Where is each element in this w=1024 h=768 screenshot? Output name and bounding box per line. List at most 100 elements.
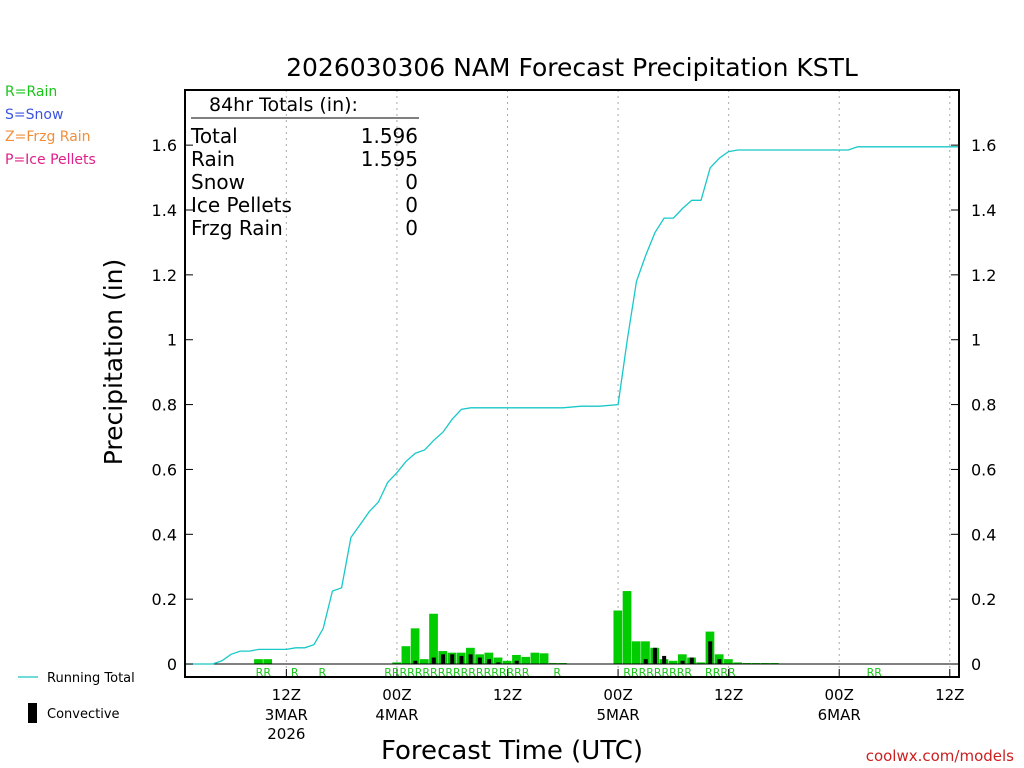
convective-bar-10 — [643, 659, 648, 665]
convective-bar-2 — [441, 654, 445, 665]
precip-bar-34 — [733, 662, 742, 665]
precip-bar-16 — [521, 656, 531, 665]
ytick-label-left-2: 0.4 — [152, 525, 177, 544]
convective-bar-0 — [413, 660, 418, 665]
precip-bar-27 — [668, 660, 678, 665]
ytick-label-right-5: 1 — [971, 331, 981, 350]
ptype-label-3: RRRRRRRRRRRRRRRRRRR — [384, 666, 530, 679]
convective-bar-7 — [487, 659, 492, 665]
ytick-label-left-7: 1.4 — [152, 201, 177, 220]
convective-bar-11 — [652, 647, 657, 665]
ytick-label-left-0: 0 — [167, 655, 177, 674]
convective-bar-9 — [514, 660, 519, 665]
ptype-label-7: RR — [867, 666, 883, 679]
ytick-label-left-6: 1.2 — [152, 266, 177, 285]
convective-bar-14 — [689, 657, 694, 665]
precip-bar-12 — [484, 652, 494, 665]
xtick-date-5: 6MAR — [818, 706, 861, 724]
precip-bar-13 — [493, 657, 503, 665]
precip-bar-15 — [512, 654, 521, 665]
running-total-line — [185, 146, 959, 665]
xtick-date-0: 3MAR — [265, 706, 308, 724]
precip-bar-3 — [401, 646, 411, 665]
ytick-label-right-8: 1.6 — [971, 136, 996, 155]
precip-bar-24 — [641, 641, 650, 665]
legend-running-total: Running Total — [47, 671, 135, 686]
ptype-label-1: R — [291, 666, 299, 679]
convective-bar-8 — [496, 662, 501, 665]
totals-value-snow: 0 — [405, 170, 418, 194]
totals-label-snow: Snow — [191, 170, 245, 194]
convective-bar-16 — [717, 659, 722, 665]
ptype-label-4: R — [553, 666, 561, 679]
precip-bar-6 — [429, 613, 438, 665]
totals-value-ice-pellets: 0 — [405, 193, 418, 217]
xtick-label-1: 00Z — [382, 686, 411, 704]
ytick-label-left-3: 0.6 — [152, 460, 177, 479]
ytick-label-left-8: 1.6 — [152, 136, 177, 155]
ytick-label-right-4: 0.8 — [971, 396, 996, 415]
ptype-label-5: RRRRRRRRR — [623, 666, 692, 679]
totals-label-ice-pellets: Ice Pellets — [191, 193, 292, 217]
x-axis-label: Forecast Time (UTC) — [381, 736, 643, 766]
convective-bars — [413, 641, 722, 665]
precip-bar-30 — [696, 662, 706, 665]
ytick-label-left-1: 0.2 — [152, 590, 177, 609]
xtick-label-0: 12Z — [272, 686, 301, 704]
precip-bar-28 — [677, 654, 687, 665]
precip-bar-2 — [392, 662, 402, 665]
totals-value-rain: 1.595 — [361, 147, 418, 171]
convective-bar-15 — [708, 641, 713, 665]
series-legend: Running Total Convective — [18, 671, 135, 723]
totals-label-total: Total — [190, 124, 238, 148]
precip-bar-17 — [530, 652, 540, 665]
xtick-label-6: 12Z — [935, 686, 964, 704]
totals-label-frzg-rain: Frzg Rain — [191, 216, 283, 240]
totals-value-total: 1.596 — [361, 124, 418, 148]
legend-frzg-rain: Z=Frzg Rain — [5, 129, 91, 145]
ytick-label-right-0: 0 — [971, 655, 981, 674]
convective-bar-4 — [459, 655, 464, 665]
totals-value-frzg-rain: 0 — [405, 216, 418, 240]
precip-bar-4 — [410, 628, 420, 665]
ytick-label-left-5: 1 — [167, 331, 177, 350]
credit-text: coolwx.com/models — [866, 747, 1014, 765]
legend-rain: R=Rain — [5, 84, 57, 100]
convective-bar-13 — [680, 660, 685, 665]
ptype-label-0: RR — [256, 666, 272, 679]
xtick-label-3: 00Z — [603, 686, 632, 704]
precip-type-labels: RR R R RRRRRRRRRRRRRRRRRRR R RRRRRRRRR RRRR RR — [256, 666, 883, 679]
ytick-label-right-3: 0.6 — [971, 460, 996, 479]
totals-box: 84hr Totals (in): Total 1.596 Rain 1.595… — [190, 94, 419, 240]
xtick-date-3: 5MAR — [596, 706, 639, 724]
ytick-label-left-4: 0.8 — [152, 396, 177, 415]
xtick-label-4: 12Z — [714, 686, 743, 704]
convective-bar-1 — [431, 657, 436, 665]
precip-bar-23 — [631, 641, 641, 665]
precip-bars — [254, 591, 779, 665]
convective-bar-12 — [662, 655, 667, 665]
vertical-gridlines — [285, 90, 951, 677]
precip-bar-33 — [724, 659, 733, 665]
y-axis-label: Precipitation (in) — [99, 259, 128, 466]
totals-label-rain: Rain — [191, 147, 235, 171]
ptype-label-2: R — [318, 666, 326, 679]
ytick-label-right-2: 0.4 — [971, 525, 996, 544]
ytick-label-right-7: 1.4 — [971, 201, 996, 220]
xtick-year-0: 2026 — [267, 725, 305, 743]
legend-snow: S=Snow — [5, 107, 63, 123]
ptype-label-6: RRRR — [705, 666, 736, 679]
precip-bar-21 — [613, 610, 623, 665]
precip-bar-18 — [539, 653, 549, 665]
convective-bar-6 — [477, 657, 482, 665]
precip-bar-22 — [622, 591, 632, 665]
xtick-label-5: 00Z — [825, 686, 854, 704]
precip-bar-1 — [263, 659, 273, 665]
y-axis-ticks: 0 00.2 0.20.4 0.40.6 0.60.8 0.81 11.2 1.21.4 1.4… — [152, 136, 997, 674]
legend-convective: Convective — [47, 707, 120, 722]
xtick-label-2: 12Z — [493, 686, 522, 704]
precip-bar-0 — [254, 659, 263, 665]
convective-bar-5 — [468, 654, 473, 665]
